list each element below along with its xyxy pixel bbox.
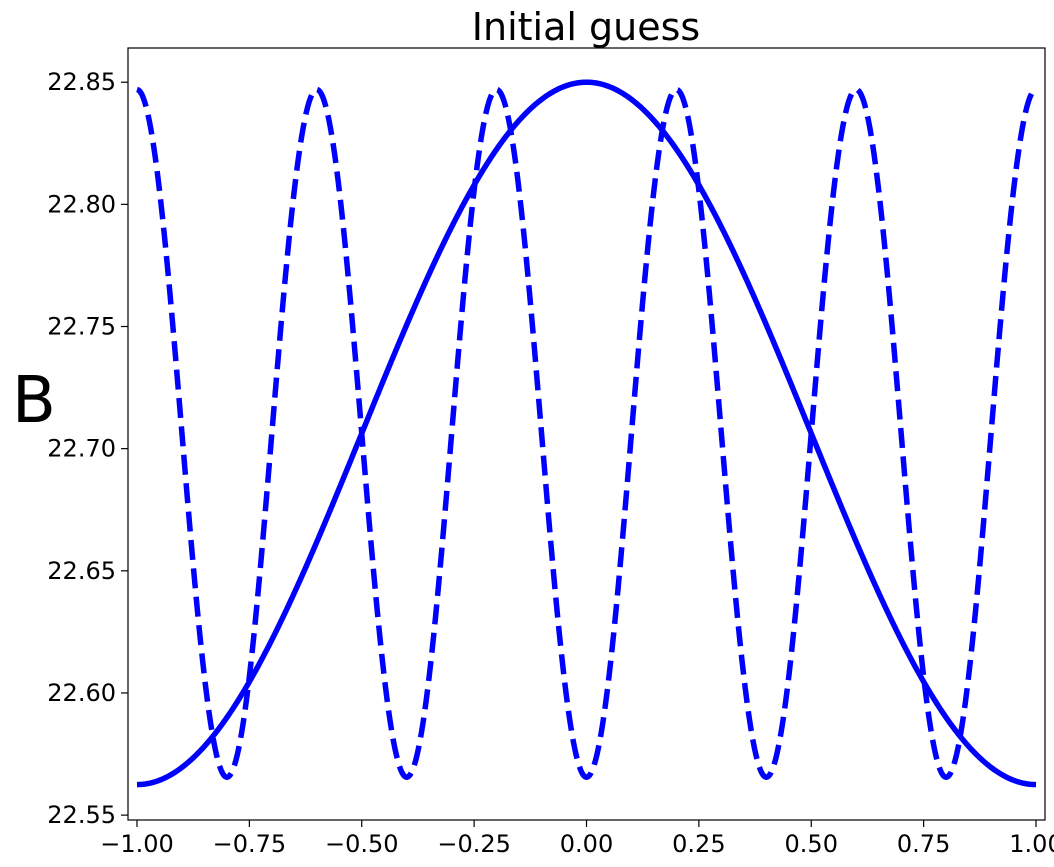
series-layer [135, 79, 1038, 788]
x-tick-label: −0.25 [437, 830, 511, 858]
x-axis-ticks: −1.00 −0.75 −0.50 −0.25 0.00 0.25 0.50 0.75 1.00 [100, 820, 1054, 858]
y-axis-label: B [12, 364, 56, 438]
x-tick-label: −1.00 [100, 830, 174, 858]
x-tick-label: 0.00 [560, 830, 613, 858]
x-tick-label: 0.25 [672, 830, 725, 858]
x-tick-label: −0.50 [325, 830, 399, 858]
y-tick-label: 22.55 [47, 801, 116, 829]
y-tick-label: 22.80 [47, 190, 116, 218]
y-axis-ticks: 22.55 22.60 22.65 22.70 22.75 22.80 22.85 [47, 68, 128, 829]
x-tick-label: 0.50 [785, 830, 838, 858]
y-tick-label: 22.60 [47, 679, 116, 707]
y-tick-label: 22.65 [47, 557, 116, 585]
x-tick-label: 1.00 [1009, 830, 1054, 858]
x-tick-label: 0.75 [897, 830, 950, 858]
y-tick-label: 22.85 [47, 68, 116, 96]
series-line-solid [135, 79, 1038, 788]
chart-title: Initial guess [472, 5, 700, 49]
y-tick-label: 22.75 [47, 313, 116, 341]
series-line-dashed [135, 86, 1038, 780]
x-tick-label: −0.75 [213, 830, 287, 858]
plot-area [127, 47, 1046, 821]
y-tick-label: 22.70 [47, 435, 116, 463]
